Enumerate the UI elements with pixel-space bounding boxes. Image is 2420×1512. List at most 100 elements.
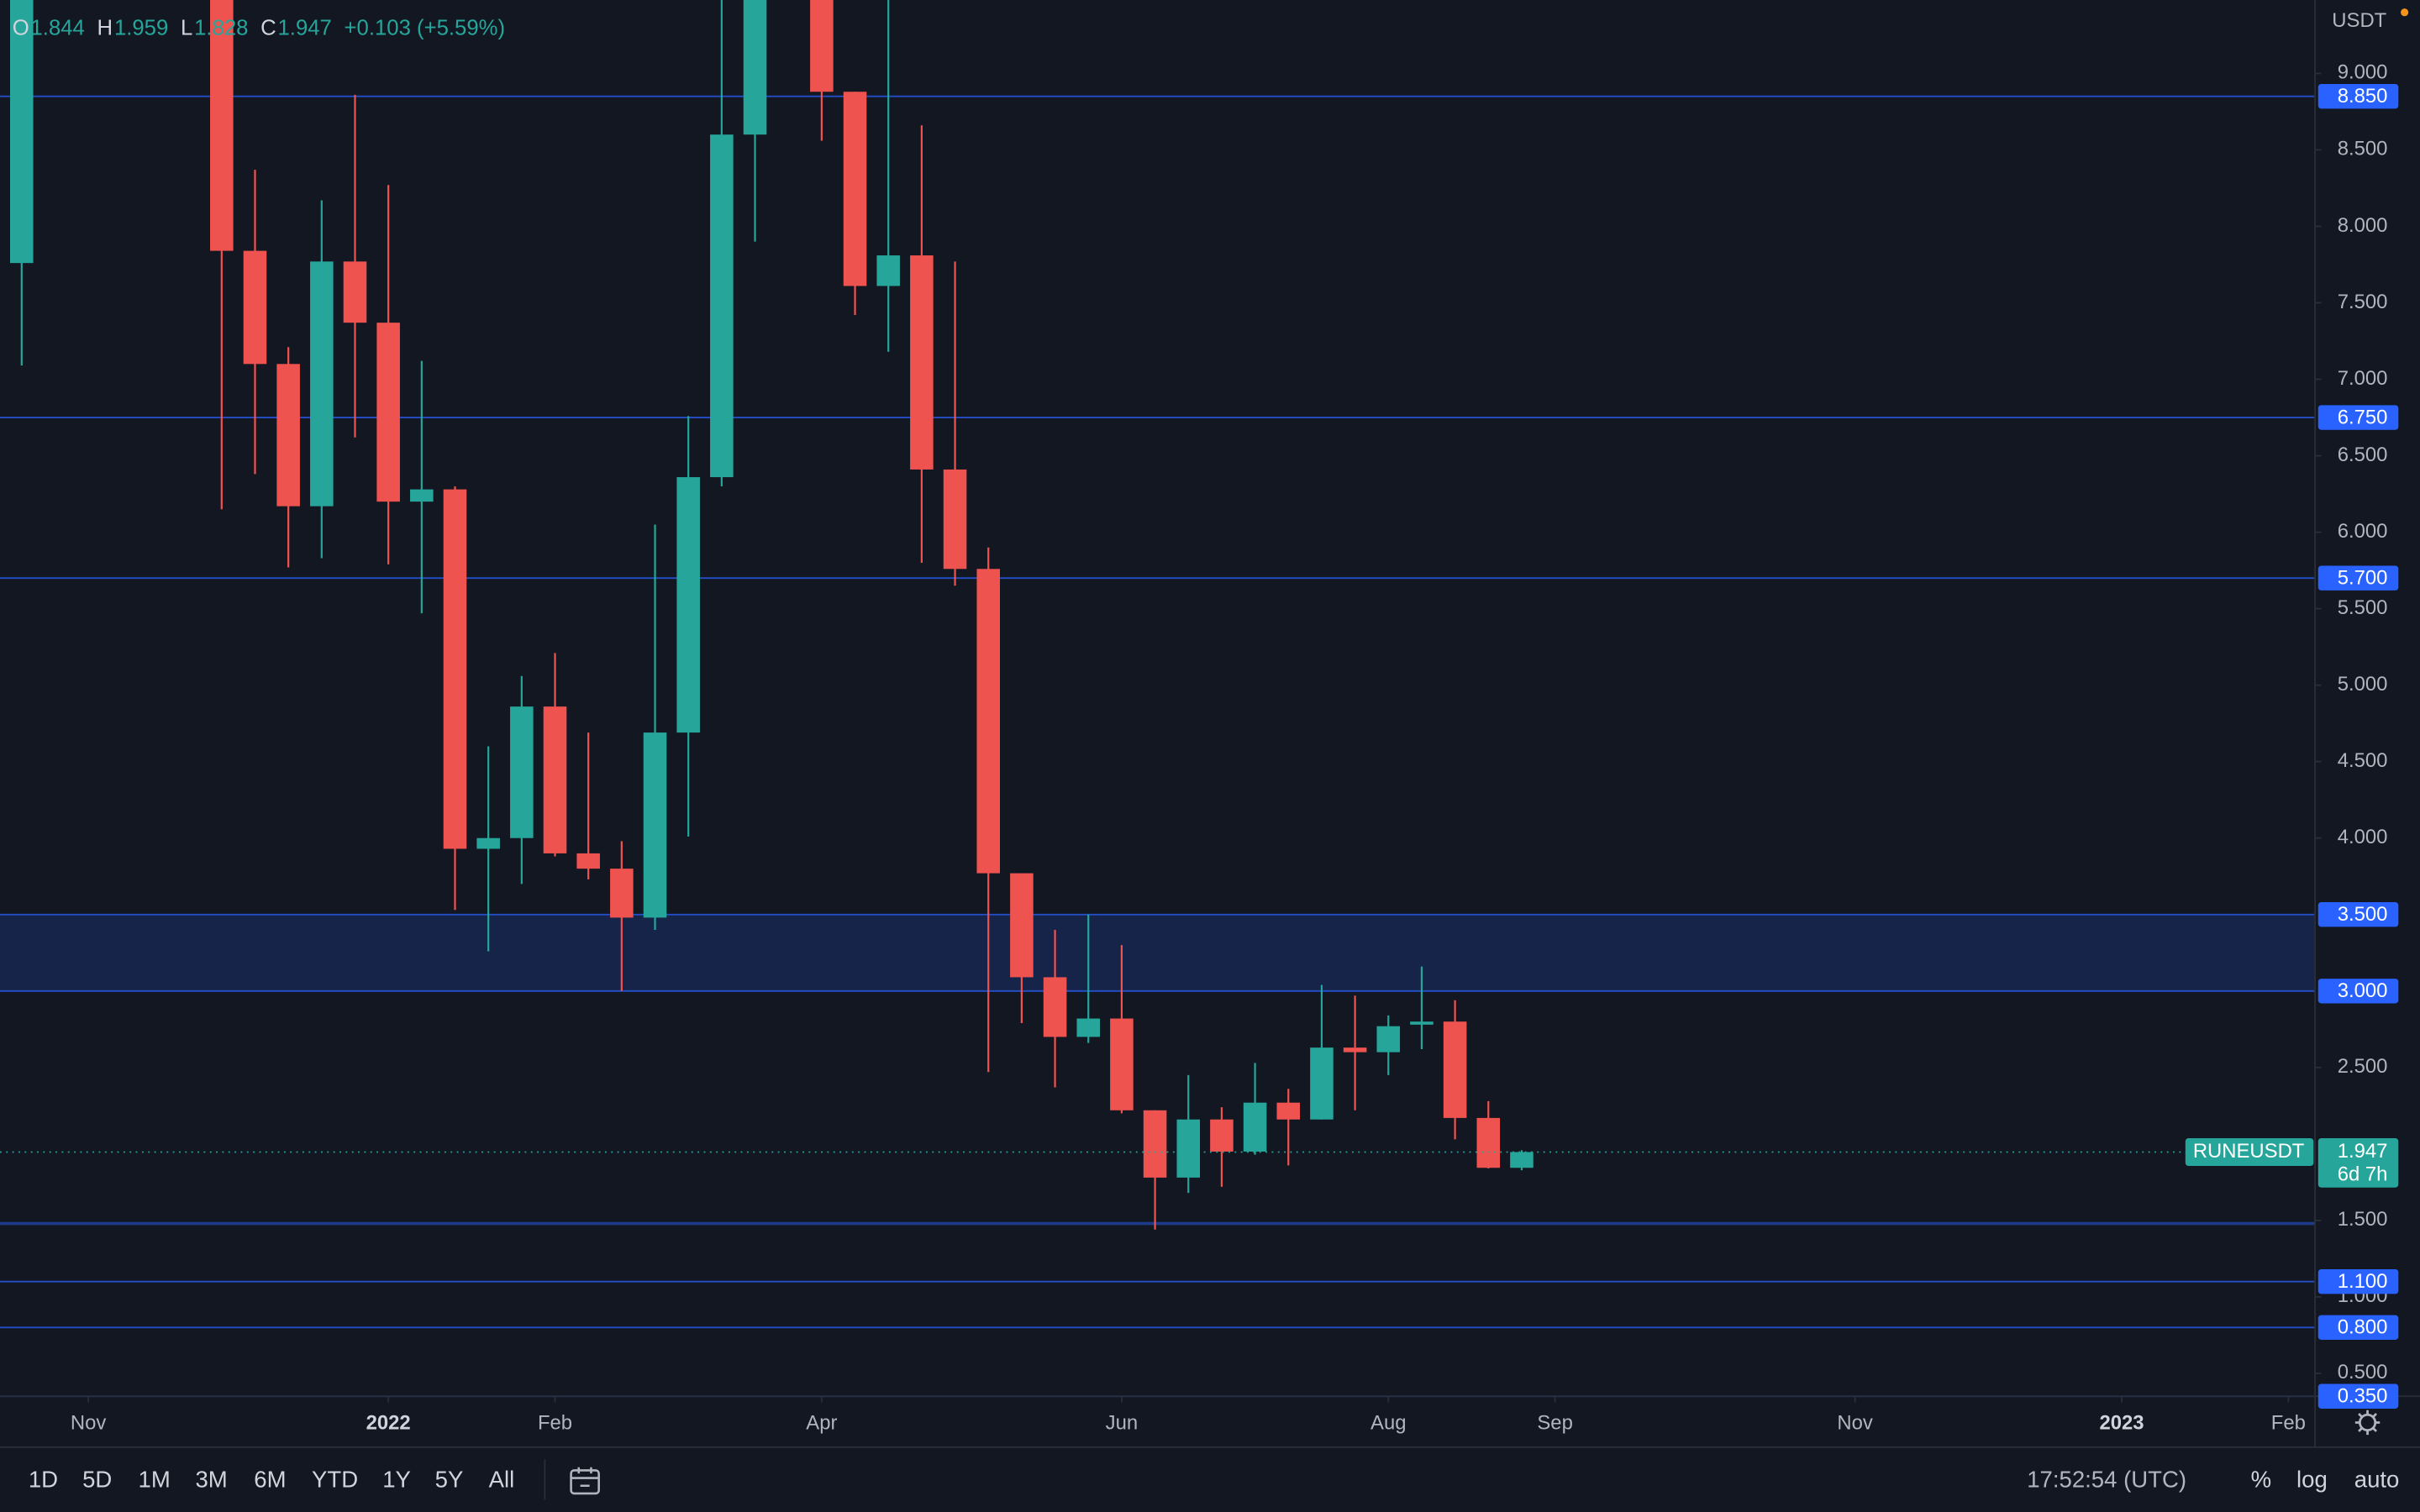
level-label-box — [2317, 1269, 2399, 1294]
y-tick-label: 2.500 — [2338, 1055, 2388, 1078]
zone — [0, 914, 2316, 991]
level-label-box — [2317, 405, 2399, 430]
candle-body — [1476, 1117, 1501, 1168]
candle-body — [910, 255, 934, 470]
candle-body — [976, 569, 1000, 874]
range-button[interactable]: 1M — [139, 1467, 171, 1493]
scale-option[interactable]: % — [2251, 1467, 2272, 1493]
candle-body — [243, 250, 267, 365]
candle-body — [210, 0, 234, 251]
change-label: +0.103 (+5.59%) — [345, 17, 505, 40]
range-button[interactable]: All — [489, 1467, 515, 1493]
calendar-lines — [571, 1467, 599, 1488]
level-label: 5.700 — [2338, 566, 2388, 589]
level-label-box — [2317, 1315, 2399, 1341]
candle-body — [410, 489, 434, 502]
level-label-box — [2317, 84, 2399, 109]
ohlc-key: O — [13, 17, 29, 40]
range-button[interactable]: YTD — [312, 1467, 358, 1493]
y-tick-label: 6.500 — [2338, 444, 2388, 466]
candle-body — [1043, 977, 1067, 1037]
y-tick-label: 8.000 — [2338, 214, 2388, 237]
candle-body — [10, 0, 34, 264]
y-tick-label: 0.500 — [2338, 1361, 2388, 1383]
range-button[interactable]: 3M — [195, 1467, 227, 1493]
candle-body — [276, 364, 300, 507]
x-tick-label: Nov — [1837, 1412, 1873, 1435]
candle-body — [876, 255, 900, 286]
y-tick-label: 1.500 — [2338, 1208, 2388, 1231]
y-tick-label: 4.500 — [2338, 749, 2388, 772]
ohlc-value: 1.828 — [194, 17, 248, 40]
y-tick-label: 7.000 — [2338, 367, 2388, 390]
candle-body — [1143, 1110, 1167, 1178]
candle-body — [443, 489, 467, 849]
candle-body — [1510, 1152, 1534, 1168]
y-tick-label: 5.000 — [2338, 673, 2388, 696]
range-button[interactable]: 5Y — [435, 1467, 464, 1493]
candle-body — [743, 0, 767, 135]
x-tick-label: Jun — [1106, 1412, 1138, 1435]
candle-body — [343, 261, 367, 323]
calendar-icon[interactable] — [570, 1467, 600, 1495]
ohlc-key: H — [97, 17, 113, 40]
candle-body — [1376, 1026, 1401, 1053]
currency-label[interactable]: USDT — [2332, 9, 2386, 32]
y-tick-label: 6.000 — [2338, 520, 2388, 543]
candle-body — [710, 134, 734, 478]
calendar-frame — [570, 1469, 600, 1495]
candle-body — [1010, 873, 1034, 978]
ohlc-value: 1.947 — [278, 17, 332, 40]
last-price-label: 1.947 — [2338, 1140, 2388, 1163]
candle-body — [376, 323, 400, 502]
symbol-label: RUNEUSDT — [2193, 1140, 2305, 1163]
level-label: 8.850 — [2338, 85, 2388, 108]
candle-body — [1443, 1021, 1467, 1118]
candle-body — [1243, 1102, 1267, 1152]
ohlc-key: C — [260, 17, 276, 40]
x-tick-label: 2023 — [2099, 1412, 2144, 1435]
level-label: 0.350 — [2338, 1384, 2388, 1407]
candle-body — [310, 261, 334, 507]
ohlc-value: 1.844 — [31, 17, 85, 40]
candle-body — [943, 469, 967, 570]
level-label-box — [2317, 979, 2399, 1004]
range-button[interactable]: 6M — [254, 1467, 286, 1493]
range-button[interactable]: 1D — [29, 1467, 58, 1493]
countdown-label: 6d 7h — [2338, 1163, 2388, 1185]
y-tick-label: 5.500 — [2338, 596, 2388, 619]
ohlc-key: L — [181, 17, 192, 40]
x-tick-label: Aug — [1370, 1412, 1406, 1435]
candle-body — [1176, 1119, 1201, 1178]
range-button[interactable]: 5D — [82, 1467, 112, 1493]
x-tick-label: 2022 — [366, 1412, 411, 1435]
currency-dot — [2401, 8, 2409, 17]
candle-body — [576, 853, 600, 869]
x-tick-label: Sep — [1537, 1412, 1572, 1435]
candle-body — [1276, 1102, 1301, 1120]
x-tick-label: Feb — [538, 1412, 572, 1435]
clock[interactable]: 17:52:54 (UTC) — [2027, 1467, 2186, 1493]
x-tick-label: Nov — [71, 1412, 106, 1435]
x-tick-label: Apr — [806, 1412, 837, 1435]
range-button[interactable]: 1Y — [382, 1467, 411, 1493]
level-label: 3.500 — [2338, 903, 2388, 926]
x-tick-label: Feb — [2271, 1412, 2306, 1435]
candle-body — [1076, 1018, 1101, 1037]
level-label: 0.800 — [2338, 1316, 2388, 1339]
level-label: 6.750 — [2338, 406, 2388, 428]
level-label: 3.000 — [2338, 979, 2388, 1002]
candle-body — [843, 92, 867, 286]
level-label-box — [2317, 1383, 2399, 1409]
candle-body — [1410, 1021, 1434, 1025]
scale-option[interactable]: log — [2296, 1467, 2328, 1493]
y-tick-label: 8.500 — [2338, 138, 2388, 160]
candle-body — [476, 837, 500, 849]
gear-teeth — [2354, 1410, 2381, 1436]
gear-icon[interactable] — [2354, 1410, 2381, 1436]
scale-option[interactable]: auto — [2354, 1467, 2400, 1493]
y-tick-label: 7.500 — [2338, 291, 2388, 313]
candle-body — [610, 869, 634, 918]
